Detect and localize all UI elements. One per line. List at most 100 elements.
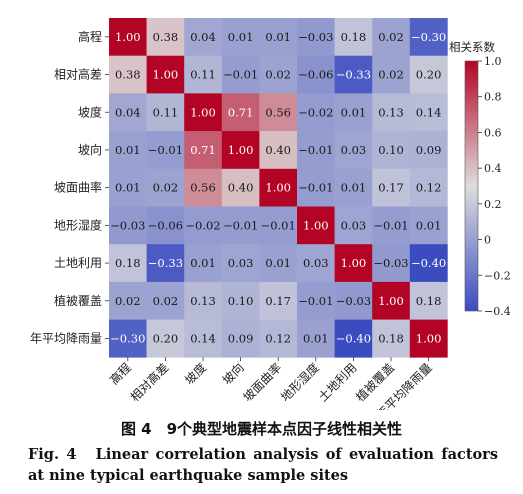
cell-value-label: −0.01 xyxy=(148,143,183,157)
colorbar-tick-label: −0.4 xyxy=(484,305,511,318)
figure-caption-cn: 图 4 9个典型地震样本点因子线性相关性 xyxy=(120,420,403,438)
heatmap-cell xyxy=(184,93,223,132)
heatmap-cell xyxy=(297,319,335,358)
heatmap-cell xyxy=(259,168,298,207)
cell-value-label: 0.03 xyxy=(341,218,367,232)
heatmap-cell xyxy=(109,281,147,320)
heatmap-cell xyxy=(334,93,373,132)
heatmap-cell xyxy=(259,281,298,320)
y-tick-label: 地形湿度 xyxy=(54,217,102,232)
cell-value-label: 1.00 xyxy=(153,68,179,82)
cell-value-label: 0.12 xyxy=(265,331,291,345)
cell-value-label: 1.00 xyxy=(416,331,442,345)
heatmap-cell xyxy=(184,281,223,320)
cell-value-label: −0.03 xyxy=(110,218,145,232)
cell-value-label: 0.01 xyxy=(341,181,367,195)
cell-value-label: 0.56 xyxy=(265,105,291,119)
heatmap-cell xyxy=(109,18,147,56)
heatmap-cell xyxy=(109,55,147,94)
heatmap-cell xyxy=(372,18,411,56)
heatmap-cell xyxy=(109,244,147,283)
heatmap-cell xyxy=(297,168,335,207)
cell-value-label: −0.01 xyxy=(223,68,258,82)
cell-value-label: 0.18 xyxy=(115,256,141,270)
cell-value-label: 0.18 xyxy=(416,294,442,308)
cell-value-label: 0.13 xyxy=(190,294,216,308)
colorbar-tick-label: 1.0 xyxy=(484,55,502,68)
cell-value-label: 0.13 xyxy=(378,105,404,119)
cell-value-label: 0.17 xyxy=(265,294,291,308)
colorbar-title: 相关系数 xyxy=(449,40,495,54)
cell-value-label: −0.01 xyxy=(298,294,333,308)
heatmap-cell xyxy=(372,244,411,283)
heatmap-cell xyxy=(372,206,411,245)
heatmap-cell xyxy=(334,168,373,207)
cell-value-label: 0.04 xyxy=(190,30,216,44)
heatmap-cell xyxy=(372,168,411,207)
heatmap-cell xyxy=(409,18,448,56)
colorbar xyxy=(464,60,479,312)
y-tick-label: 坡度 xyxy=(78,104,102,119)
cell-value-label: 0.71 xyxy=(190,143,216,157)
cell-value-label: −0.03 xyxy=(373,256,408,270)
heatmap-cell xyxy=(372,55,411,94)
cell-value-label: 0.03 xyxy=(228,256,254,270)
heatmap-cell xyxy=(259,55,298,94)
cell-value-label: 0.01 xyxy=(341,105,367,119)
cell-value-label: −0.30 xyxy=(110,331,145,345)
colorbar-tick-label: 0.6 xyxy=(484,126,502,139)
cell-value-label: 0.40 xyxy=(265,143,291,157)
heatmap-cell xyxy=(146,168,185,207)
heatmap-cell xyxy=(297,244,335,283)
cell-value-label: 1.00 xyxy=(115,30,141,44)
heatmap-cell xyxy=(146,281,185,320)
cell-value-label: −0.01 xyxy=(298,181,333,195)
x-tick-label: 地形湿度 xyxy=(277,360,322,405)
colorbar-tick-label: 0.8 xyxy=(484,91,502,104)
x-tick-label: 坡向 xyxy=(219,360,247,388)
cell-value-label: −0.02 xyxy=(185,218,220,232)
cell-value-label: −0.03 xyxy=(298,30,333,44)
cell-value-label: 0.03 xyxy=(341,143,367,157)
y-tick-label: 高程 xyxy=(78,29,102,44)
figure-caption-en: Fig. 4 Linear correlation analysis of ev… xyxy=(28,446,498,484)
cell-value-label: 0.56 xyxy=(190,181,216,195)
cell-value-label: 0.11 xyxy=(153,105,179,119)
heatmap-cell xyxy=(409,281,448,320)
cell-value-label: −0.40 xyxy=(411,256,446,270)
heatmap-cell xyxy=(221,55,260,94)
cell-value-label: −0.30 xyxy=(411,30,446,44)
colorbar-tick-label: 0.4 xyxy=(484,162,502,175)
heatmap-cell xyxy=(221,18,260,56)
heatmap-cell xyxy=(334,18,373,56)
heatmap-cell xyxy=(409,168,448,207)
heatmap-cell xyxy=(372,281,411,320)
heatmap-cell xyxy=(372,319,411,358)
heatmap-cell xyxy=(221,244,260,283)
cell-value-label: −0.01 xyxy=(373,218,408,232)
cell-value-label: 0.02 xyxy=(378,30,404,44)
heatmap-cell xyxy=(297,93,335,132)
cell-value-label: 0.09 xyxy=(228,331,254,345)
colorbar-tick-label: 0 xyxy=(484,234,491,247)
heatmap-cell xyxy=(297,18,335,56)
heatmap-cell xyxy=(146,55,185,94)
heatmap-cell xyxy=(409,93,448,132)
y-tick-label: 坡面曲率 xyxy=(54,180,102,195)
heatmap-cell xyxy=(146,319,185,358)
cell-value-label: −0.06 xyxy=(148,218,183,232)
heatmap-cell xyxy=(334,244,373,283)
cell-value-label: 0.20 xyxy=(416,68,442,82)
heatmap-cell xyxy=(297,206,335,245)
x-tick-label: 坡面曲率 xyxy=(240,360,285,405)
heatmap-cell xyxy=(221,206,260,245)
heatmap-cell xyxy=(259,131,298,170)
heatmap-cell xyxy=(409,244,448,283)
cell-value-label: 0.17 xyxy=(378,181,404,195)
heatmap-cell xyxy=(259,18,298,56)
cell-value-label: 0.71 xyxy=(228,105,254,119)
heatmap-cell xyxy=(184,244,223,283)
heatmap-cell xyxy=(259,319,298,358)
cell-value-label: 0.38 xyxy=(153,30,179,44)
cell-value-label: −0.33 xyxy=(336,68,371,82)
